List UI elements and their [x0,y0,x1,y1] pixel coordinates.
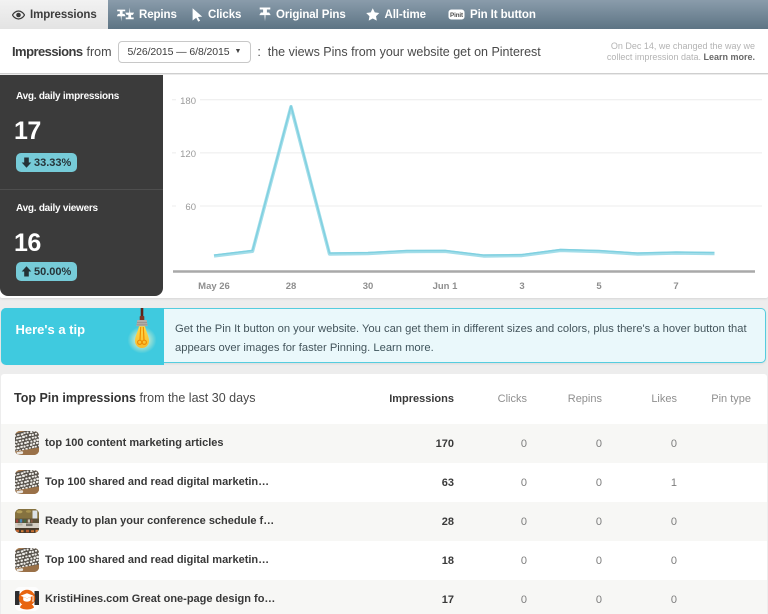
svg-text:60: 60 [185,202,196,213]
svg-text:Jun 1: Jun 1 [433,281,459,292]
svg-text:3: 3 [519,281,524,292]
svg-text:May 26: May 26 [198,281,230,292]
svg-text:7: 7 [673,281,678,292]
svg-text:Pinit: Pinit [450,12,463,19]
svg-text:30: 30 [363,281,374,292]
svg-text:180: 180 [180,96,196,107]
svg-text:120: 120 [180,149,196,160]
svg-text:28: 28 [286,281,297,292]
svg-text:5: 5 [596,281,602,292]
